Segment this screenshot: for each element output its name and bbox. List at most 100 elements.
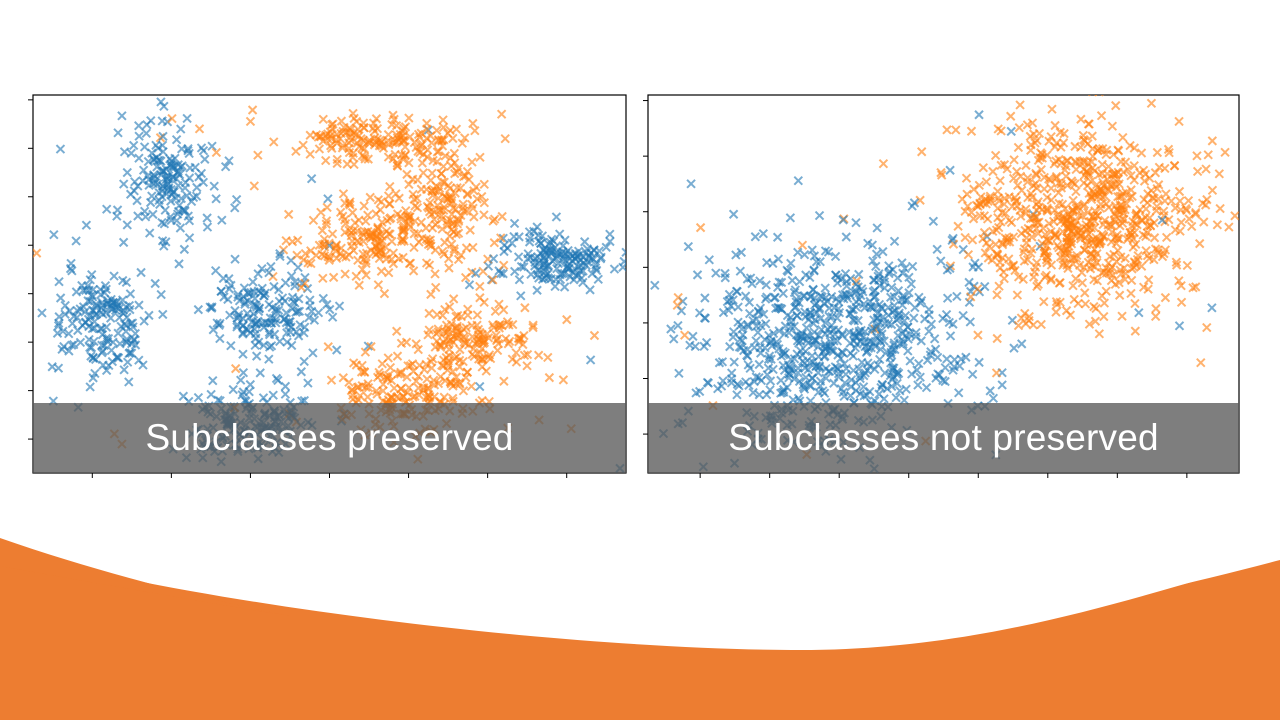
point-orange — [973, 330, 983, 340]
point-orange — [350, 218, 360, 228]
point-orange — [1046, 183, 1056, 193]
point-blue — [470, 268, 481, 279]
point-blue — [913, 380, 923, 390]
point-orange — [211, 147, 222, 158]
point-orange — [449, 148, 460, 159]
point-orange — [388, 248, 399, 258]
point-orange — [1026, 145, 1036, 155]
point-blue — [89, 323, 100, 333]
point-blue — [544, 239, 554, 250]
point-blue — [743, 322, 754, 332]
point-orange — [340, 198, 350, 208]
point-blue — [286, 271, 297, 281]
point-blue — [674, 368, 684, 378]
point-blue — [914, 292, 924, 303]
point-orange — [444, 344, 454, 355]
point-orange — [422, 124, 432, 134]
point-blue — [892, 378, 902, 389]
point-blue — [264, 329, 275, 340]
point-blue — [894, 308, 904, 318]
point-orange — [1055, 216, 1066, 227]
point-blue — [536, 238, 546, 248]
point-blue — [85, 342, 95, 353]
point-blue — [873, 360, 883, 370]
point-blue — [282, 337, 292, 347]
point-blue — [848, 365, 859, 376]
point-orange — [475, 152, 485, 163]
point-orange — [320, 155, 331, 166]
point-blue — [811, 335, 822, 346]
point-orange — [384, 267, 394, 278]
point-blue — [965, 317, 975, 327]
point-blue — [877, 329, 887, 339]
point-orange — [1107, 227, 1117, 237]
point-orange — [1103, 258, 1114, 268]
point-orange — [1032, 135, 1042, 146]
point-orange — [1037, 204, 1047, 215]
point-blue — [880, 368, 890, 378]
point-orange — [432, 125, 442, 136]
point-blue — [743, 319, 753, 330]
point-orange — [1196, 358, 1206, 368]
point-orange — [1046, 275, 1056, 285]
point-orange — [1097, 229, 1107, 240]
point-blue — [496, 268, 506, 279]
point-blue — [54, 318, 64, 328]
point-orange — [449, 246, 459, 257]
point-orange — [1039, 172, 1049, 183]
point-blue — [245, 379, 256, 390]
point-orange — [1138, 165, 1149, 176]
point-orange — [1101, 263, 1111, 273]
point-orange — [993, 203, 1003, 214]
point-blue — [713, 383, 723, 394]
point-orange — [1013, 320, 1024, 331]
point-orange — [1092, 276, 1103, 286]
point-blue — [150, 278, 160, 289]
point-blue — [800, 363, 810, 373]
point-blue — [266, 318, 277, 328]
point-blue — [688, 331, 698, 342]
point-orange — [439, 202, 449, 212]
point-orange — [361, 255, 371, 266]
point-blue — [80, 317, 90, 328]
point-orange — [1161, 232, 1172, 243]
point-blue — [196, 143, 207, 153]
point-orange — [1120, 253, 1130, 264]
point-blue — [725, 341, 735, 352]
point-orange — [1114, 290, 1125, 300]
point-orange — [1068, 195, 1078, 206]
point-blue — [776, 277, 787, 288]
point-blue — [119, 365, 129, 375]
point-orange — [1190, 209, 1201, 219]
point-orange — [1141, 231, 1151, 242]
point-blue — [797, 350, 808, 360]
point-blue — [257, 318, 268, 328]
point-orange — [413, 129, 424, 140]
point-blue — [572, 252, 583, 263]
point-orange — [283, 209, 294, 220]
point-blue — [836, 384, 847, 394]
point-orange — [558, 375, 569, 385]
point-blue — [122, 220, 132, 230]
point-orange — [1050, 120, 1060, 131]
point-orange — [1201, 164, 1211, 174]
point-orange — [458, 206, 469, 216]
point-blue — [202, 222, 213, 232]
point-blue — [175, 223, 186, 233]
point-blue — [731, 250, 741, 260]
point-orange — [464, 174, 474, 185]
point-blue — [814, 304, 824, 315]
point-orange — [1039, 296, 1049, 307]
point-blue — [287, 292, 298, 303]
point-orange — [492, 334, 502, 344]
point-orange — [328, 272, 339, 283]
point-blue — [143, 156, 154, 167]
point-blue — [784, 328, 794, 338]
point-blue — [103, 298, 114, 309]
point-orange — [439, 237, 450, 248]
point-blue — [974, 110, 984, 120]
point-blue — [733, 302, 743, 312]
point-blue — [202, 213, 212, 223]
point-blue — [509, 231, 519, 242]
point-blue — [683, 241, 694, 252]
